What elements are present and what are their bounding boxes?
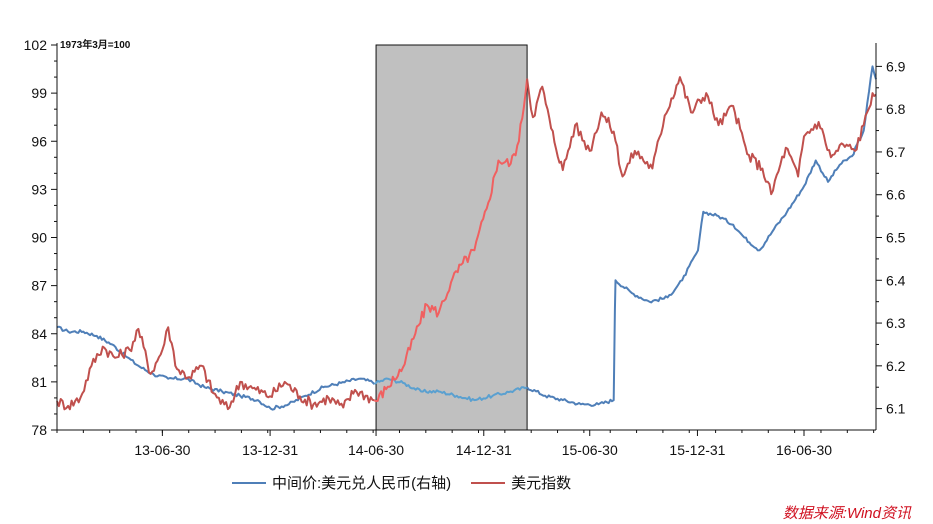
source-note: 数据来源:Wind资讯	[782, 505, 911, 522]
left-tick-label: 90	[31, 230, 47, 246]
highlight-region	[375, 44, 528, 431]
series-line-usd-cny-part-3	[526, 65, 877, 407]
right-tick-label: 6.8	[886, 101, 906, 117]
left-tick-label: 81	[31, 374, 47, 390]
x-tick-label: 14-12-31	[456, 442, 512, 458]
series-layer	[56, 65, 877, 411]
x-tick-label: 15-06-30	[562, 442, 618, 458]
series-line-dxy-part-1	[56, 326, 375, 411]
left-tick-label: 87	[31, 278, 47, 294]
legend-label-usd-cny: 中间价:美元兑人民币(右轴)	[272, 475, 452, 492]
right-tick-label: 6.9	[886, 58, 906, 74]
x-tick-label: 15-12-31	[669, 442, 725, 458]
left-tick-label: 99	[31, 85, 47, 101]
unit-note: 1973年3月=100	[60, 38, 131, 51]
right-tick-label: 6.4	[886, 272, 906, 288]
right-tick-label: 6.7	[886, 144, 906, 160]
legend-swatch-dxy	[471, 481, 506, 484]
axes-layer: 78 81 84 87 90 93 96 99 102 6.1 6.2 6.3 6.4 6.5 6.6 6.7…	[24, 37, 906, 458]
series-line-dxy-part-3	[526, 76, 877, 196]
x-tick-label: 13-06-30	[134, 442, 190, 458]
x-tick-label: 13-12-31	[242, 442, 298, 458]
left-tick-label: 84	[31, 326, 47, 342]
right-tick-label: 6.2	[886, 358, 906, 374]
legend-item-dxy: 美元指数	[471, 472, 571, 493]
legend-label-dxy: 美元指数	[511, 475, 572, 492]
left-tick-label: 96	[31, 133, 47, 149]
left-tick-label: 93	[31, 181, 47, 197]
right-tick-label: 6.6	[886, 187, 906, 203]
legend-item-usd-cny: 中间价:美元兑人民币(右轴)	[232, 472, 451, 493]
series-line-dxy-part-2	[373, 78, 529, 403]
series-line-usd-cny-part-1	[56, 325, 376, 411]
legend-swatch-usd-cny	[232, 481, 266, 484]
series-line-usd-cny-part-2	[373, 377, 528, 402]
right-tick-label: 6.5	[886, 230, 906, 246]
left-tick-label: 78	[31, 422, 47, 438]
left-tick-label: 102	[24, 37, 48, 53]
right-tick-label: 6.1	[886, 401, 906, 417]
x-tick-label: 16-06-30	[776, 442, 832, 458]
legend: 中间价:美元兑人民币(右轴) 美元指数	[232, 472, 571, 493]
x-tick-label: 14-06-30	[348, 442, 404, 458]
right-tick-label: 6.3	[886, 315, 906, 331]
